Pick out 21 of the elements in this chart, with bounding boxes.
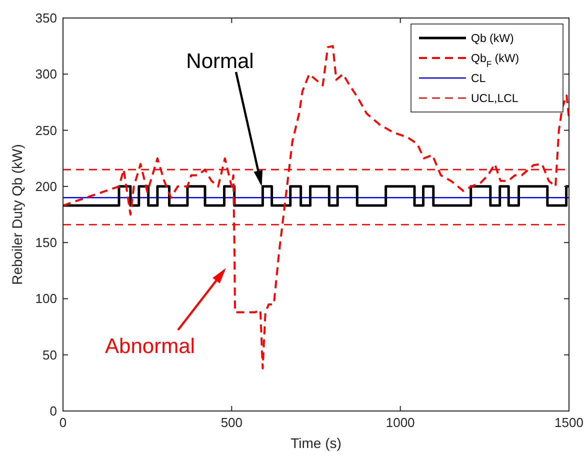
legend-label: CL [471, 73, 486, 85]
y-tick-label: 150 [35, 235, 57, 250]
x-tick-label: 500 [220, 415, 243, 430]
y-tick-label: 50 [42, 347, 57, 362]
y-tick-label: 100 [35, 291, 57, 306]
x-tick-label: 1000 [386, 415, 415, 430]
x-axis-title: Time (s) [290, 435, 342, 451]
y-tick-label: 200 [35, 178, 57, 194]
annotation: Abnormal [105, 335, 195, 358]
line-series [62, 45, 570, 370]
y-tick-label: 0 [50, 404, 57, 418]
y-tick-label: 250 [35, 122, 57, 138]
y-axis-title: Reboiler Duty Qb (kW) [9, 144, 25, 285]
legend-label: Qb (kW) [471, 33, 514, 45]
x-tick-label: 0 [59, 415, 67, 430]
annotation: Normal [186, 50, 254, 73]
legend-label: UCL,LCL [471, 93, 519, 105]
x-tick-label: 1500 [554, 415, 584, 430]
y-tick-label: 300 [35, 66, 57, 82]
y-tick-label: 350 [35, 10, 57, 26]
legend-label: Qb$_{F}$ (kW) [471, 53, 520, 69]
